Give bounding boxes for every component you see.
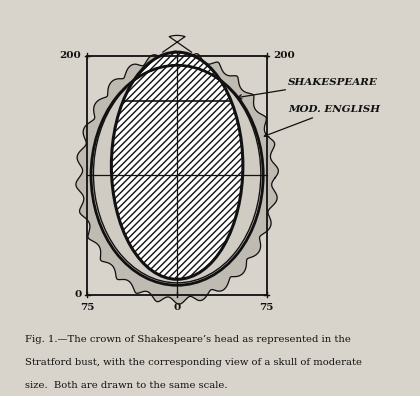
Text: size.  Both are drawn to the same scale.: size. Both are drawn to the same scale. [24, 381, 227, 390]
Text: Fig. 1.—The crown of Shakespeare’s head as represented in the: Fig. 1.—The crown of Shakespeare’s head … [24, 335, 350, 345]
Text: 0: 0 [74, 290, 81, 299]
Text: 0: 0 [173, 303, 181, 312]
Text: 75: 75 [260, 303, 274, 312]
Ellipse shape [91, 65, 263, 285]
Bar [87, 56, 267, 295]
Text: 200: 200 [273, 51, 294, 60]
Text: MOD. ENGLISH: MOD. ENGLISH [264, 105, 380, 137]
Text: Stratford bust, with the corresponding view of a skull of moderate: Stratford bust, with the corresponding v… [24, 358, 362, 367]
Ellipse shape [111, 52, 243, 279]
Polygon shape [76, 51, 278, 304]
Text: 75: 75 [80, 303, 94, 312]
Text: SHAKESPEARE: SHAKESPEARE [237, 78, 378, 99]
Text: 200: 200 [60, 51, 81, 60]
